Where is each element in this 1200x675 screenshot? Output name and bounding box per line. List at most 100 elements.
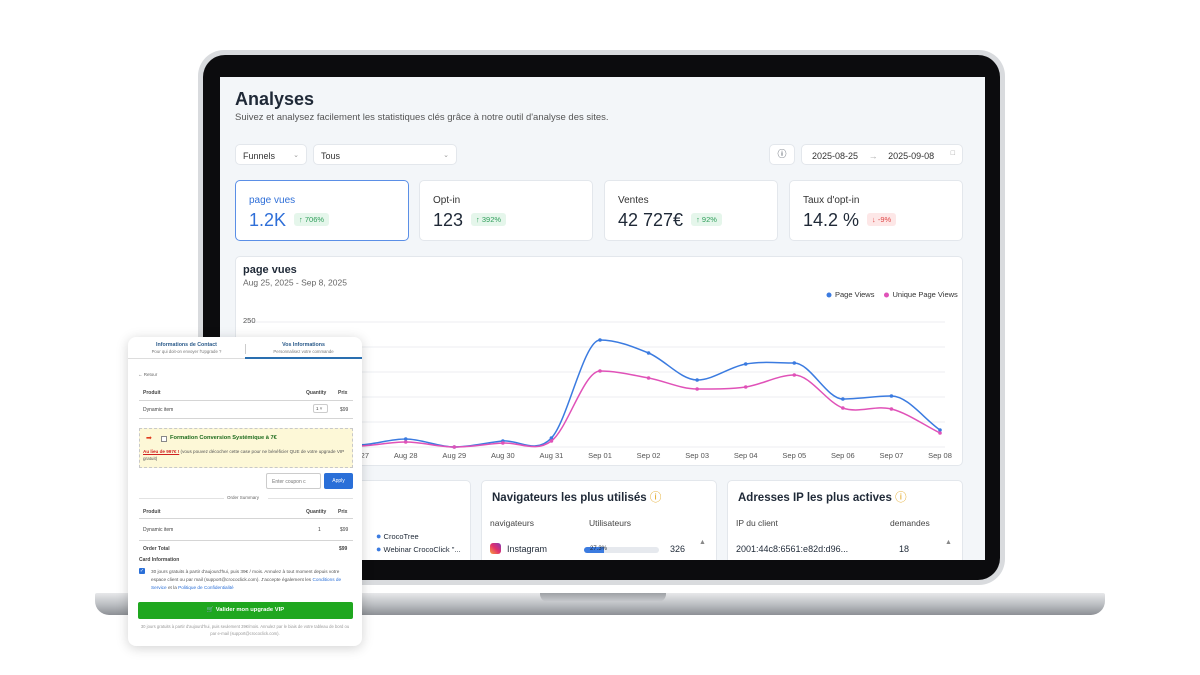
chart-subtitle: Aug 25, 2025 - Sep 8, 2025 <box>243 277 347 287</box>
consent-checkbox[interactable]: ✓ <box>139 568 145 574</box>
consent-and: et la <box>167 584 177 590</box>
column-header: Quantity <box>306 390 327 396</box>
data-point <box>743 362 748 366</box>
data-point <box>646 376 651 380</box>
form-footer: 30 jours gratuits à partir d'aujourd'hui… <box>140 624 350 636</box>
kpi-card[interactable]: Ventes 42 727€ ↑ 92% <box>604 180 778 241</box>
scope-select-label: Tous <box>321 151 341 161</box>
y-tick-label: 250 <box>243 316 256 325</box>
ip-count: 18 <box>899 544 910 554</box>
consent-text: 30 jours gratuits à partir d'aujourd'hui… <box>151 569 340 582</box>
info-button[interactable]: ⓘ <box>769 144 795 165</box>
browsers-card: Navigateurs les plus utilisés ⓘ navigate… <box>481 480 717 560</box>
browser-name: Instagram <box>507 544 548 554</box>
x-tick-label: Sep 05 <box>782 451 806 460</box>
bump-checkbox[interactable] <box>161 436 167 442</box>
series-line <box>259 370 941 448</box>
card-title: Adresses IP les plus actives <box>738 492 892 504</box>
kpi-value: 123 <box>433 210 464 230</box>
kpi-card[interactable]: Taux d'opt-in 14.2 % ↓ -9% <box>789 180 963 241</box>
price: $99 <box>340 527 349 533</box>
data-point <box>403 437 408 441</box>
card-information: Card Information <box>139 557 180 563</box>
bump-title: Formation Conversion Systémique à 7€ <box>170 435 277 441</box>
scope-select[interactable]: Tous ⌄ <box>313 144 457 165</box>
ip-address: 2001:44c8:6561:e82d:d96... <box>736 544 849 554</box>
tab-subtitle: Personnalisez votre commande <box>273 349 334 354</box>
product-name: Dynamic item <box>143 407 174 413</box>
kpi-change: 92% <box>701 215 717 224</box>
quantity-select[interactable]: 1 ˅ <box>313 404 328 413</box>
date-end: 2025-09-08 <box>888 151 935 161</box>
x-tick-label: Aug 29 <box>442 451 466 460</box>
tab-subtitle: Pour qui doit-on envoyer l'Upgrade ? <box>151 349 222 354</box>
x-tick-label: Sep 06 <box>831 451 855 460</box>
kpi-card[interactable]: Opt-in 123 ↑ 392% <box>419 180 593 241</box>
data-point <box>598 338 602 342</box>
data-point <box>549 439 554 443</box>
kpi-change: -9% <box>877 215 892 224</box>
x-tick-label: Sep 01 <box>588 451 612 460</box>
summary-title: Order Summary <box>227 495 260 500</box>
instagram-icon <box>490 543 501 554</box>
kpi-value: 42 727€ <box>618 210 684 230</box>
date-range[interactable]: 2025-08-25 → 2025-09-08 □ <box>801 144 963 165</box>
date-start: 2025-08-25 <box>812 151 859 161</box>
data-point <box>549 436 554 440</box>
share-track <box>584 547 659 553</box>
submit-button[interactable]: 🛒 Valider mon upgrade VIP <box>138 602 353 619</box>
browser-count: 326 <box>670 544 686 554</box>
privacy-link[interactable]: Politique de Confidentialité <box>178 584 234 590</box>
data-point <box>598 369 602 373</box>
legend-swatch <box>883 292 889 298</box>
order-bump: ➡ Formation Conversion Systémique à 7€ A… <box>139 428 353 468</box>
data-point <box>452 445 457 449</box>
page-title: Analyses <box>235 89 315 109</box>
bump-text: (vous pouvez décocher cette case pour ne… <box>143 449 345 461</box>
column-header: Prix <box>338 509 348 515</box>
x-tick-label: Aug 31 <box>540 451 564 460</box>
data-point <box>403 440 408 444</box>
quantity: 1 <box>318 527 321 533</box>
price: $99 <box>340 407 349 413</box>
tab-title[interactable]: Vos Informations <box>282 342 325 348</box>
kpi-change: 392% <box>481 215 502 224</box>
data-point <box>743 385 748 389</box>
bump-highlight: Au lieu de 997€ ! <box>143 449 180 454</box>
kpi-label: page vues <box>249 195 296 206</box>
apply-label: Apply <box>332 478 345 484</box>
source-item: Webinar CrocoClick "... <box>383 545 461 554</box>
x-tick-label: Sep 07 <box>880 451 904 460</box>
x-tick-label: Aug 30 <box>491 451 515 460</box>
column-header: Prix <box>338 390 348 396</box>
source-item: CrocoTree <box>383 532 419 541</box>
kpi-label: Ventes <box>618 195 649 206</box>
kpi-value: 1.2K <box>249 210 287 230</box>
chart-title: page vues <box>243 264 297 276</box>
apply-button[interactable]: Apply <box>324 473 353 489</box>
order-form: Informations de Contact Pour qui doit-on… <box>128 337 362 646</box>
coupon-placeholder: Enter coupon c <box>272 479 306 485</box>
terms-link[interactable]: Conditions de Service <box>151 576 342 590</box>
share-label: 27.3% <box>590 546 608 552</box>
ips-card: Adresses IP les plus actives ⓘ IP du cli… <box>727 480 963 560</box>
kpi-value: 14.2 % <box>803 210 860 230</box>
data-point <box>889 407 894 411</box>
back-link[interactable]: Retour <box>143 372 158 377</box>
kpi-card[interactable]: page vues 1.2K ↑ 706% <box>235 180 409 241</box>
tab-title[interactable]: Informations de Contact <box>156 342 217 348</box>
product-name: Dynamic item <box>143 527 174 533</box>
column-header: Utilisateurs <box>589 518 632 528</box>
data-point <box>938 431 942 435</box>
x-tick-label: Aug 28 <box>394 451 418 460</box>
funnel-select[interactable]: Funnels ⌄ <box>235 144 307 165</box>
column-header: Produit <box>143 509 161 515</box>
legend-label: Page Views <box>835 290 875 299</box>
data-point <box>792 361 797 365</box>
data-point <box>501 441 505 445</box>
coupon-input[interactable]: Enter coupon c <box>266 473 321 489</box>
column-header: navigateurs <box>490 518 534 528</box>
data-point <box>695 378 699 382</box>
series-line <box>259 339 941 448</box>
